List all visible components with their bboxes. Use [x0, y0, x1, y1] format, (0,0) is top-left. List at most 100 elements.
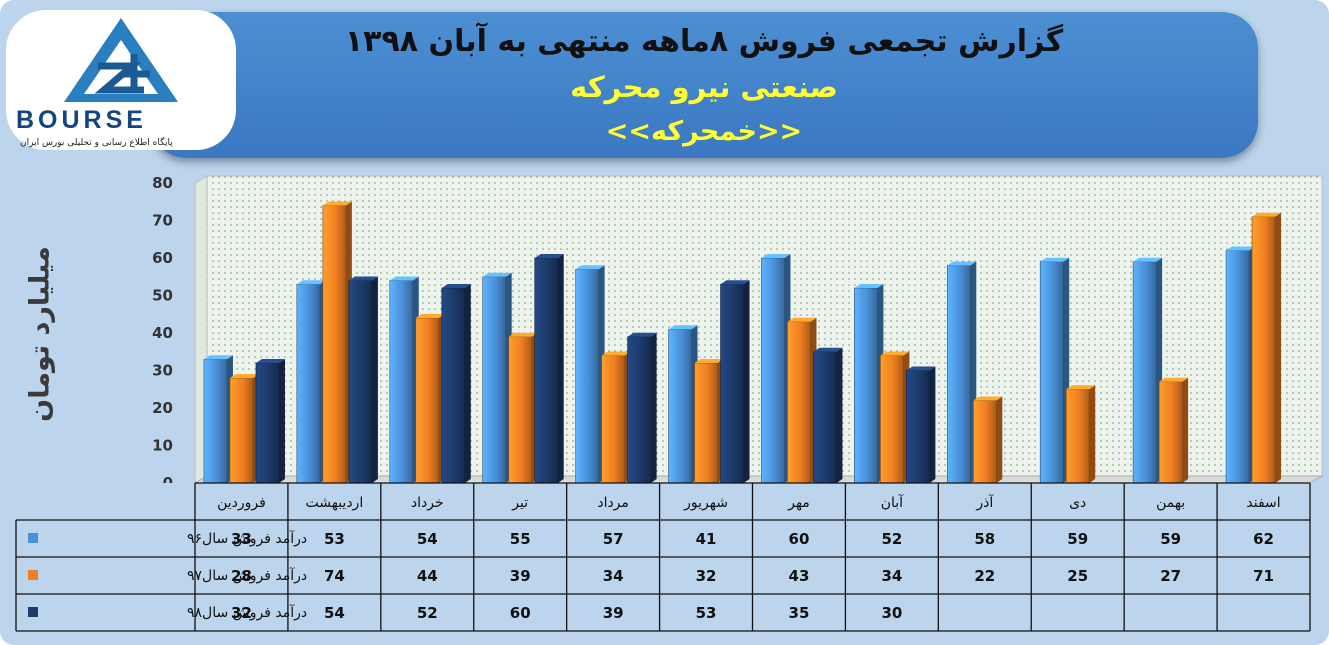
x-category-label: آذر	[975, 494, 994, 511]
bar-top	[348, 276, 378, 281]
bar-front	[854, 287, 878, 484]
legend-swatch	[28, 533, 38, 543]
bar-top	[947, 261, 977, 266]
bar-top	[1226, 246, 1256, 251]
bar-97	[322, 201, 352, 484]
data-label: 53	[696, 604, 717, 622]
bar-top	[482, 272, 512, 277]
bar-97	[601, 351, 631, 484]
x-category-label: تیر	[511, 495, 528, 511]
data-label: 28	[231, 567, 252, 585]
bar-top	[906, 366, 936, 371]
data-label: 30	[881, 604, 902, 622]
data-label: 34	[881, 567, 902, 585]
bar-98	[720, 280, 750, 484]
title-banner: گزارش تجمعی فروش ۸ماهه منتهی به آبان ۱۳۹…	[150, 12, 1258, 158]
data-label: 74	[324, 567, 345, 585]
bar-98	[534, 254, 564, 484]
x-category-label: اردیبهشت	[306, 495, 364, 511]
bar-98	[906, 366, 936, 484]
bar-96	[761, 254, 791, 484]
x-category-label: دی	[1069, 495, 1086, 511]
bar-front	[946, 265, 971, 484]
x-category-label: خرداد	[411, 495, 444, 511]
bar-front	[322, 205, 347, 484]
data-label: 32	[696, 567, 717, 585]
bar-97	[1065, 385, 1096, 484]
bar-side	[996, 396, 1003, 483]
data-label: 60	[789, 530, 810, 548]
bar-top	[1066, 385, 1096, 390]
bourse-logo: BOURSE پایگاه اطلاع رسانی و تحلیلی بورس …	[6, 10, 236, 150]
bar-96	[296, 280, 326, 484]
bar-top	[1159, 377, 1189, 382]
bar-front	[415, 317, 440, 484]
bar-96	[1132, 257, 1163, 484]
bar-96	[389, 276, 419, 484]
bar-front	[1251, 216, 1276, 484]
bar-side	[929, 366, 936, 483]
bar-top	[255, 359, 285, 363]
legend-label: درآمد فروش سال۹۸	[187, 604, 307, 621]
bar-side	[1182, 377, 1189, 483]
data-label: 27	[1160, 567, 1181, 585]
bar-top	[296, 280, 326, 285]
data-label: 60	[510, 604, 531, 622]
bar-96	[575, 265, 605, 484]
data-label: 52	[417, 604, 438, 622]
data-label: 71	[1253, 567, 1274, 585]
logo-wordmark: BOURSE	[16, 106, 147, 134]
bar-top	[415, 314, 445, 318]
data-label: 25	[1067, 567, 1088, 585]
logo-mark-icon	[64, 18, 178, 102]
x-category-label: مهر	[787, 495, 810, 511]
bar-side	[1089, 385, 1096, 483]
bar-front	[906, 370, 930, 484]
bar-front	[482, 276, 507, 484]
legend-label: درآمد فروش سال۹۷	[187, 567, 307, 584]
data-label: 62	[1253, 530, 1274, 548]
bar-front	[1039, 261, 1064, 484]
bar-97	[972, 396, 1003, 484]
y-tick-label: 10	[152, 437, 173, 455]
bar-front	[761, 257, 785, 484]
data-label: 41	[696, 530, 717, 548]
bar-top	[761, 254, 791, 258]
data-label: 39	[603, 604, 624, 622]
bar-98	[348, 276, 378, 484]
bar-front	[441, 287, 466, 484]
bar-front	[1065, 388, 1090, 484]
bar-top	[508, 332, 538, 337]
bar-front	[203, 358, 228, 484]
x-category-label: بهمن	[1156, 495, 1185, 511]
y-tick-label: 70	[152, 212, 173, 230]
data-label: 34	[603, 567, 624, 585]
legend-swatch	[28, 570, 38, 580]
bar-front	[627, 336, 651, 484]
bar-top	[880, 351, 910, 356]
bar-98	[255, 359, 285, 484]
data-label: 54	[417, 530, 438, 548]
industry-title: صنعتی نیرو محرکه	[570, 70, 838, 104]
symbol-title: <<خمحرکه>>	[605, 116, 803, 147]
data-label: 33	[231, 530, 252, 548]
bar-side	[464, 284, 471, 483]
bar-side	[1275, 212, 1282, 483]
bar-top	[854, 284, 884, 288]
bar-front	[813, 351, 837, 484]
bar-front	[668, 328, 692, 484]
report-title: گزارش تجمعی فروش ۸ماهه منتهی به آبان ۱۳۹…	[344, 24, 1064, 59]
bar-97	[787, 317, 817, 484]
bar-front	[255, 362, 280, 484]
bar-top	[1252, 212, 1282, 217]
bar-top	[973, 396, 1003, 401]
bar-top	[601, 351, 631, 356]
bar-97	[508, 332, 538, 484]
bar-front	[1158, 381, 1183, 484]
bar-front	[720, 283, 744, 484]
bar-side	[836, 347, 843, 483]
data-label: 32	[231, 604, 252, 622]
bar-96	[1225, 246, 1256, 484]
bar-front	[229, 377, 254, 484]
